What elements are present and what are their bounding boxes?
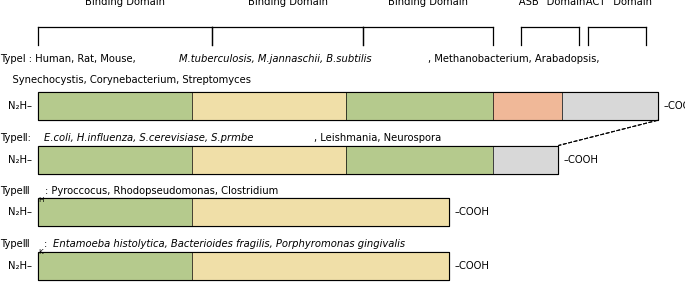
Text: –COOH: –COOH <box>454 207 489 217</box>
Bar <box>493 92 562 120</box>
Bar <box>192 198 449 226</box>
Text: : Pyroccocus, Rhodopseudomonas, Clostridium: : Pyroccocus, Rhodopseudomonas, Clostrid… <box>45 186 278 196</box>
Text: TypeⅡ:: TypeⅡ: <box>0 132 34 143</box>
Text: N₂H–: N₂H– <box>8 155 32 165</box>
Text: N₂H–: N₂H– <box>8 207 32 217</box>
Bar <box>38 92 658 120</box>
Text: N₂H–: N₂H– <box>8 261 32 271</box>
Text: Nucleotide
Binding Domain: Nucleotide Binding Domain <box>248 0 327 7</box>
Text: "ASB" Domain: "ASB" Domain <box>514 0 586 7</box>
Text: M.tuberculosis, M.jannaschii, B.subtilis: M.tuberculosis, M.jannaschii, B.subtilis <box>179 54 372 64</box>
Text: N₂H–: N₂H– <box>8 101 32 111</box>
Bar <box>192 146 346 174</box>
Text: E.coli, H.influenza, S.cerevisiase, S.prmbe: E.coli, H.influenza, S.cerevisiase, S.pr… <box>44 132 253 143</box>
Text: –COOH: –COOH <box>663 101 685 111</box>
Text: K: K <box>38 249 43 255</box>
Text: :: : <box>45 239 51 249</box>
Text: –COOH: –COOH <box>454 261 489 271</box>
Bar <box>38 146 558 174</box>
Text: Substrate
Binding Domain: Substrate Binding Domain <box>388 0 468 7</box>
Text: , Methanobacterium, Arabadopsis,: , Methanobacterium, Arabadopsis, <box>427 54 599 64</box>
Text: –COOH: –COOH <box>564 155 599 165</box>
Bar <box>346 146 493 174</box>
Bar <box>38 92 192 120</box>
Bar <box>38 198 449 226</box>
Bar <box>38 252 192 280</box>
Text: , Leishmania, Neurospora: , Leishmania, Neurospora <box>314 132 441 143</box>
Bar <box>562 92 658 120</box>
Text: Entamoeba histolytica, Bacterioides fragilis, Porphyromonas gingivalis: Entamoeba histolytica, Bacterioides frag… <box>53 239 405 249</box>
Bar <box>38 252 449 280</box>
Bar <box>346 92 493 120</box>
Bar <box>493 146 558 174</box>
Bar <box>38 92 658 120</box>
Text: Synechocystis, Corynebacterium, Streptomyces: Synechocystis, Corynebacterium, Streptom… <box>0 75 251 85</box>
Text: H: H <box>38 197 44 203</box>
Text: Substrate
Binding Domain: Substrate Binding Domain <box>85 0 165 7</box>
Bar <box>38 198 449 226</box>
Text: "ACT" Domain: "ACT" Domain <box>582 0 652 7</box>
Bar <box>192 252 449 280</box>
Bar <box>38 198 192 226</box>
Text: TypeⅠ : Human, Rat, Mouse,: TypeⅠ : Human, Rat, Mouse, <box>0 54 139 64</box>
Text: TypeⅢ: TypeⅢ <box>0 239 29 249</box>
Bar <box>192 92 346 120</box>
Text: TypeⅢ: TypeⅢ <box>0 186 29 196</box>
Bar <box>38 146 192 174</box>
Bar <box>38 252 449 280</box>
Bar <box>38 146 558 174</box>
